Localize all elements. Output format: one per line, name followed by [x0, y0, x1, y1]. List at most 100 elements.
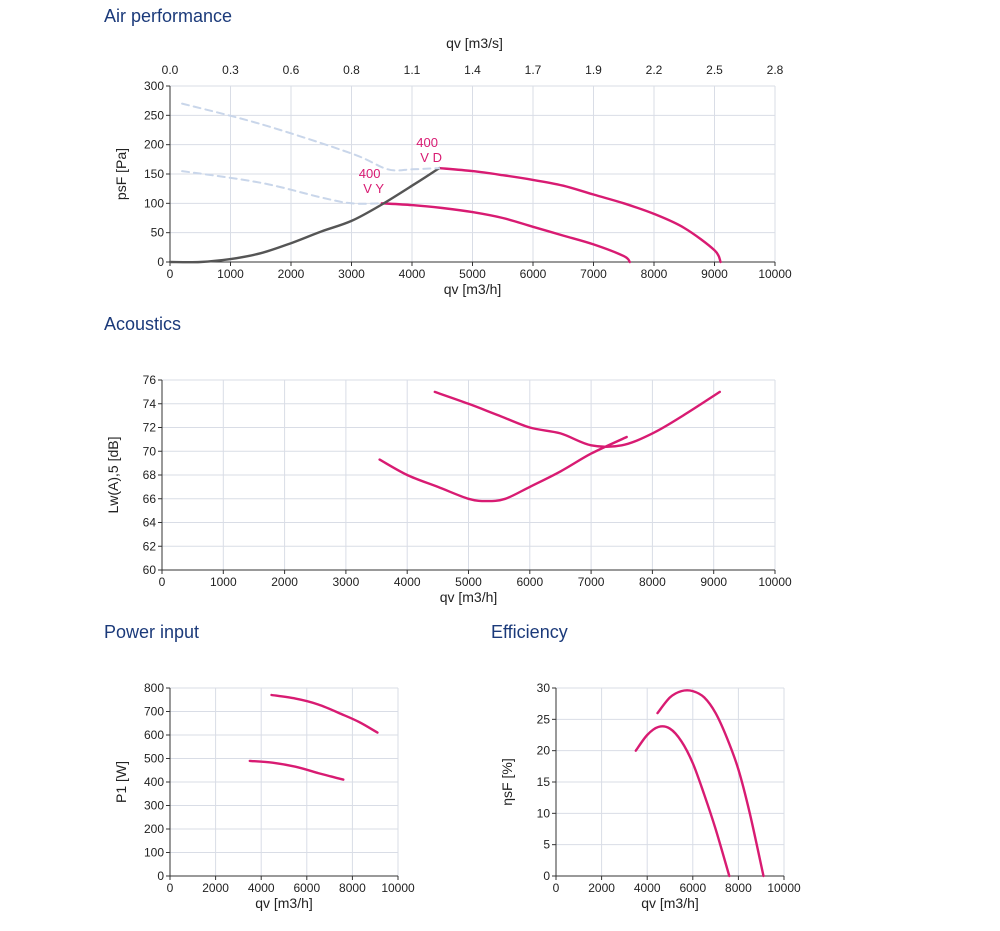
- air-x2-tick-label: 0.6: [283, 63, 300, 77]
- acoustics-y-tick-label: 74: [143, 397, 157, 411]
- acoustics-x-tick-label: 10000: [758, 575, 792, 589]
- power-y-tick-label: 400: [144, 775, 164, 789]
- air-series-system: [168, 166, 441, 264]
- air-y-tick-label: 250: [144, 108, 164, 122]
- air-curve-label-name: 400: [416, 135, 438, 150]
- air-x-tick-label: 3000: [338, 267, 365, 281]
- air-x2-tick-label: 2.5: [706, 63, 723, 77]
- air-x-tick-label: 9000: [701, 267, 728, 281]
- efficiency-x-tick-label: 4000: [634, 881, 661, 895]
- power-y-tick-label: 200: [144, 822, 164, 836]
- acoustics-series-vd: [433, 390, 721, 448]
- power-x-tick-label: 8000: [339, 881, 366, 895]
- air-y-tick-label: 150: [144, 167, 164, 181]
- acoustics-y-tick-label: 66: [143, 492, 157, 506]
- acoustics-y-tick-label: 60: [143, 563, 157, 577]
- air-x2-tick-label: 1.7: [525, 63, 542, 77]
- acoustics-x-tick-label: 7000: [578, 575, 605, 589]
- air-series-vd_ext: [181, 102, 441, 172]
- acoustics-series-vy: [378, 435, 628, 503]
- acoustics-x-tick-label: 2000: [271, 575, 298, 589]
- air-x-tick-label: 1000: [217, 267, 244, 281]
- efficiency-y-tick-label: 20: [537, 744, 551, 758]
- acoustics-x-axis-label: qv [m3/h]: [440, 589, 498, 605]
- acoustics-x-tick-label: 9000: [700, 575, 727, 589]
- power-y-tick-label: 700: [144, 705, 164, 719]
- power-x-tick-label: 6000: [293, 881, 320, 895]
- efficiency-y-tick-label: 15: [537, 775, 551, 789]
- efficiency-y-tick-label: 25: [537, 712, 551, 726]
- air-x-tick-label: 4000: [399, 267, 426, 281]
- efficiency-x-axis-label: qv [m3/h]: [641, 895, 699, 911]
- acoustics-x-tick-label: 1000: [210, 575, 237, 589]
- power-x-tick-label: 4000: [248, 881, 275, 895]
- acoustics-title: Acoustics: [104, 314, 182, 334]
- air-x2-axis-label: qv [m3/s]: [446, 35, 503, 51]
- acoustics-x-tick-label: 6000: [516, 575, 543, 589]
- acoustics-y-tick-label: 70: [143, 444, 157, 458]
- air-x-tick-label: 6000: [520, 267, 547, 281]
- power-y-tick-label: 600: [144, 728, 164, 742]
- efficiency-x-tick-label: 10000: [767, 881, 801, 895]
- efficiency-y-tick-label: 10: [537, 806, 551, 820]
- air-curve-label-name: 400: [359, 166, 381, 181]
- acoustics-x-tick-label: 0: [159, 575, 166, 589]
- acoustics-x-tick-label: 8000: [639, 575, 666, 589]
- power-y-tick-label: 0: [157, 869, 164, 883]
- efficiency-x-tick-label: 2000: [588, 881, 615, 895]
- acoustics-y-axis-label: Lw(A),5 [dB]: [105, 436, 121, 513]
- power-series-vy: [248, 759, 345, 781]
- air-x2-tick-label: 1.1: [404, 63, 421, 77]
- acoustics-y-tick-label: 62: [143, 539, 157, 553]
- air-y-tick-label: 300: [144, 79, 164, 93]
- efficiency-y-tick-label: 30: [537, 681, 551, 695]
- air-x2-tick-label: 2.8: [767, 63, 784, 77]
- power-y-tick-label: 100: [144, 846, 164, 860]
- air-x-tick-label: 10000: [758, 267, 792, 281]
- air-y-tick-label: 0: [157, 255, 164, 269]
- air-x-tick-label: 0: [167, 267, 174, 281]
- power-y-tick-label: 500: [144, 752, 164, 766]
- air-series-vd: [438, 166, 722, 264]
- power-x-tick-label: 10000: [381, 881, 415, 895]
- air-x2-tick-label: 2.2: [646, 63, 663, 77]
- efficiency-y-tick-label: 0: [543, 869, 550, 883]
- power-x-tick-label: 0: [167, 881, 174, 895]
- acoustics-x-tick-label: 3000: [333, 575, 360, 589]
- power-input-title: Power input: [104, 622, 200, 642]
- air-x2-tick-label: 0.3: [222, 63, 239, 77]
- acoustics-x-tick-label: 5000: [455, 575, 482, 589]
- air-x-tick-label: 7000: [580, 267, 607, 281]
- acoustics-y-tick-label: 68: [143, 468, 157, 482]
- air-performance-title: Air performance: [104, 6, 233, 26]
- air-x-tick-label: 5000: [459, 267, 486, 281]
- power-series-vd: [270, 693, 379, 734]
- air-x2-tick-label: 1.9: [585, 63, 602, 77]
- efficiency-y-tick-label: 5: [543, 838, 550, 852]
- air-series-vy: [380, 202, 631, 264]
- acoustics-y-tick-label: 76: [143, 373, 157, 387]
- air-series-vy_ext: [181, 170, 383, 205]
- air-y-axis-label: psF [Pa]: [113, 148, 129, 200]
- air-x-axis-label: qv [m3/h]: [444, 281, 502, 297]
- efficiency-title: Efficiency: [491, 622, 568, 642]
- air-y-tick-label: 100: [144, 196, 164, 210]
- air-y-tick-label: 200: [144, 138, 164, 152]
- air-x2-tick-label: 0.8: [343, 63, 360, 77]
- power-x-tick-label: 2000: [202, 881, 229, 895]
- power-x-axis-label: qv [m3/h]: [255, 895, 313, 911]
- efficiency-series-vy: [634, 725, 731, 878]
- acoustics-y-tick-label: 72: [143, 421, 157, 435]
- air-curve-label-mode: V D: [420, 150, 442, 165]
- efficiency-x-tick-label: 0: [553, 881, 560, 895]
- air-x-tick-label: 2000: [278, 267, 305, 281]
- power-y-axis-label: P1 [W]: [113, 761, 129, 803]
- air-x2-tick-label: 1.4: [464, 63, 481, 77]
- air-y-tick-label: 50: [151, 226, 165, 240]
- efficiency-x-tick-label: 6000: [679, 881, 706, 895]
- efficiency-series-vd: [656, 689, 765, 878]
- air-x-tick-label: 8000: [641, 267, 668, 281]
- efficiency-x-tick-label: 8000: [725, 881, 752, 895]
- air-x2-tick-label: 0.0: [162, 63, 179, 77]
